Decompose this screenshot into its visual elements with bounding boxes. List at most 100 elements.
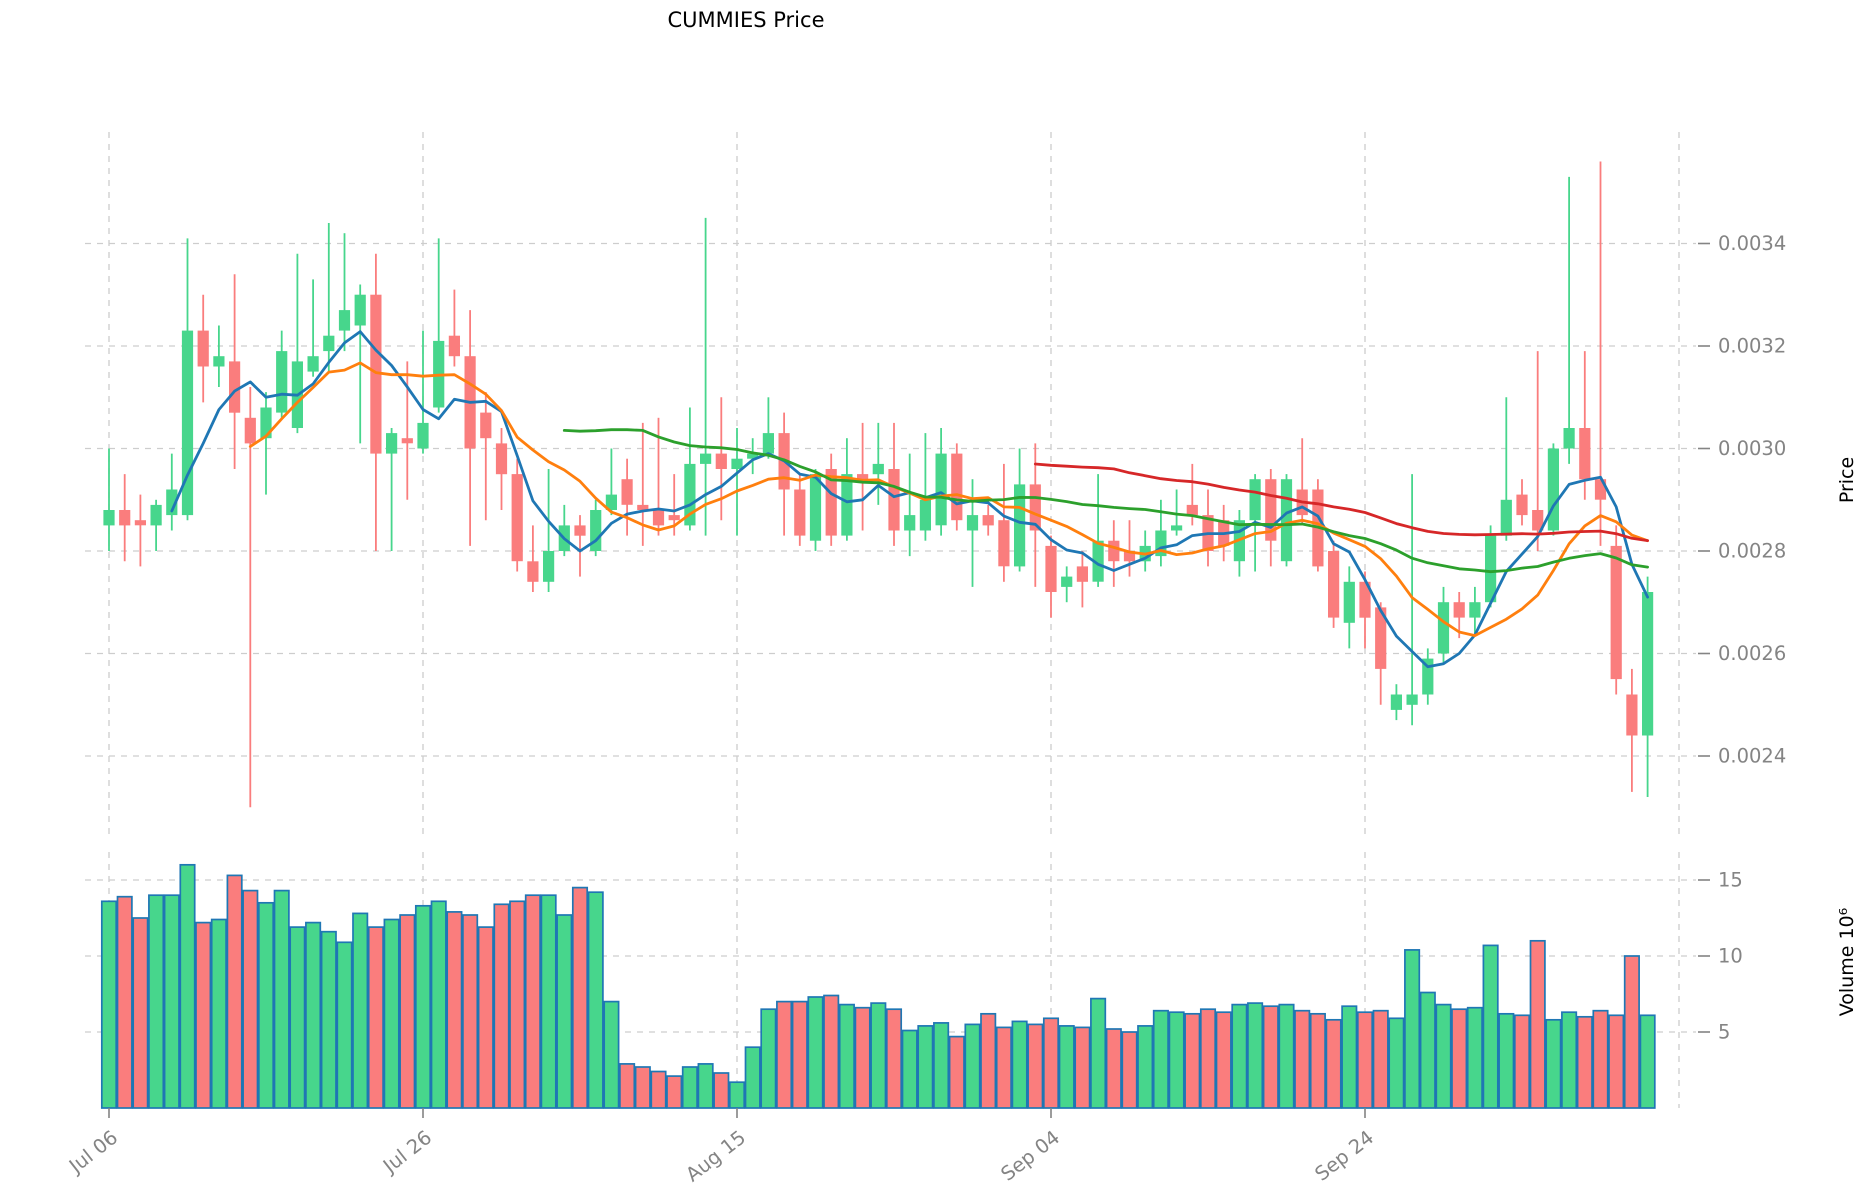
- volume-bar: [1074, 1026, 1091, 1109]
- candle-body: [244, 417, 256, 444]
- candle-body: [1485, 535, 1497, 603]
- candle-body: [1579, 428, 1591, 480]
- candle-body: [1500, 499, 1512, 536]
- candle-body: [966, 515, 979, 531]
- x-tick-label: Aug 15: [681, 1126, 750, 1187]
- volume-bar: [1498, 1012, 1515, 1109]
- candle-body: [307, 356, 319, 372]
- volume-bar: [367, 926, 384, 1109]
- x-tick-label: Sep 24: [1311, 1126, 1379, 1186]
- candle-body: [857, 474, 869, 480]
- candle-body: [1437, 602, 1450, 654]
- candle-body: [1171, 525, 1183, 531]
- volume-bar: [933, 1022, 950, 1109]
- volume-bar: [1042, 1017, 1060, 1109]
- volume-bar: [289, 926, 306, 1109]
- candle-body: [166, 489, 178, 516]
- volume-bar: [320, 930, 337, 1109]
- volume-tick-label: 5: [1718, 1021, 1730, 1044]
- volume-bar: [100, 900, 118, 1109]
- candle-body: [1390, 694, 1402, 710]
- volume-bar: [650, 1070, 667, 1109]
- volume-bar: [1545, 1018, 1562, 1109]
- volume-bar: [1513, 1014, 1531, 1109]
- candle-body: [841, 474, 853, 536]
- candle-body: [762, 433, 774, 454]
- candle-body: [480, 412, 492, 439]
- candle-body: [1108, 540, 1120, 562]
- candle-body: [1061, 576, 1073, 587]
- volume-bar: [603, 1000, 620, 1109]
- volume-bar: [1090, 997, 1107, 1109]
- volume-bar: [697, 1063, 714, 1109]
- candle-body: [794, 489, 806, 536]
- candle-body: [1328, 551, 1340, 618]
- candle-body: [1092, 540, 1104, 582]
- candle-body: [511, 474, 523, 562]
- volume-bar: [1592, 1009, 1609, 1109]
- volume-bar: [1309, 1012, 1326, 1109]
- volume-bar: [1608, 1014, 1625, 1109]
- volume-bar: [666, 1075, 683, 1109]
- volume-bar: [1341, 1005, 1358, 1109]
- candle-body: [543, 551, 555, 582]
- volume-bar: [1199, 1008, 1217, 1109]
- volume-bar: [807, 996, 824, 1109]
- candle-body: [888, 469, 900, 531]
- candle-body: [276, 351, 288, 413]
- candle-body: [323, 335, 335, 352]
- candle-body: [1029, 484, 1041, 531]
- volume-bar: [1184, 1012, 1201, 1109]
- volume-bar: [430, 900, 447, 1109]
- volume-bar: [1404, 949, 1421, 1109]
- candle-body: [700, 453, 712, 464]
- candle-body: [1453, 602, 1465, 618]
- price-tick-label: 0.0030: [1718, 437, 1786, 460]
- volume-bar: [1325, 1018, 1342, 1109]
- candle-body: [1186, 504, 1198, 516]
- volume-bar: [760, 1008, 777, 1109]
- x-tick-label: Sep 04: [997, 1126, 1065, 1186]
- candle-body: [417, 422, 429, 449]
- volume-bar: [446, 911, 463, 1109]
- volume-bar: [571, 886, 589, 1109]
- volume-bar: [1623, 955, 1640, 1109]
- volume-bar: [885, 1008, 903, 1109]
- candle-body: [260, 407, 272, 439]
- volume-bar: [1372, 1009, 1389, 1109]
- candle-body: [731, 458, 743, 469]
- candle-body: [1359, 581, 1371, 618]
- volume-bar: [556, 914, 573, 1109]
- volume-bar: [901, 1029, 918, 1109]
- candle-body: [229, 361, 241, 413]
- candle-body: [338, 310, 351, 331]
- volume-bar: [1168, 1011, 1185, 1109]
- volume-bar: [242, 889, 259, 1109]
- candle-body: [1045, 545, 1057, 592]
- volume-bar: [619, 1063, 636, 1109]
- SMA30-line: [562, 428, 1649, 574]
- candle-body: [747, 453, 759, 459]
- volume-bar: [1529, 939, 1546, 1109]
- volume-bar: [257, 901, 275, 1109]
- volume-bar: [1639, 1014, 1656, 1109]
- candle-body: [495, 443, 508, 475]
- candle-body: [825, 469, 837, 536]
- volume-bar: [1561, 1011, 1578, 1109]
- price-tick-label: 0.0032: [1718, 335, 1786, 358]
- x-tick-label: Jul 06: [63, 1126, 122, 1179]
- volume-bar: [148, 894, 165, 1109]
- volume-bar: [210, 918, 227, 1109]
- candle-body: [354, 294, 366, 326]
- volume-bar: [383, 918, 400, 1109]
- volume-bar: [116, 895, 133, 1109]
- chart-title: CUMMIES Price: [667, 8, 825, 32]
- candle-body: [1014, 484, 1026, 567]
- volume-bar: [1231, 1003, 1248, 1109]
- volume-bar: [195, 921, 212, 1109]
- volume-bar: [1576, 1015, 1593, 1109]
- candle-body: [1249, 479, 1261, 521]
- price-tick-label: 0.0034: [1718, 232, 1786, 255]
- volume-bar: [1356, 1011, 1374, 1109]
